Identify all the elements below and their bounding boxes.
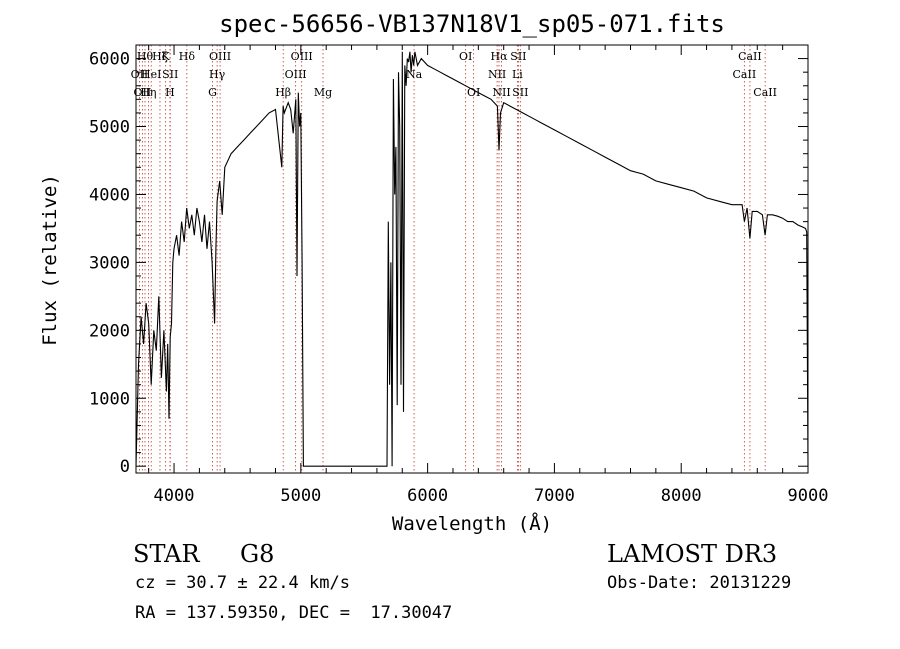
x-tick-label: 9000	[788, 486, 829, 506]
redshift-velocity: cz = 30.7 ± 22.4 km/s	[135, 573, 350, 593]
x-axis-label: Wavelength (Å)	[392, 512, 552, 535]
y-tick-label: 4000	[89, 185, 130, 205]
line-label: NII	[492, 86, 510, 99]
object-subclass: G8	[240, 540, 275, 568]
y-axis-ticks: 0 1000 2000 3000 4000 5000 6000	[89, 50, 808, 477]
y-tick-label: 3000	[89, 253, 130, 273]
x-tick-label: 6000	[407, 486, 448, 506]
line-label: SII	[512, 86, 528, 99]
plot-frame	[135, 44, 809, 474]
survey-name: LAMOST DR3	[607, 540, 778, 568]
y-tick-label: 5000	[89, 118, 130, 138]
line-label: OIII	[209, 50, 231, 63]
line-label: CaII	[738, 50, 762, 63]
line-label: K	[162, 50, 171, 63]
line-label: Hβ	[275, 86, 291, 99]
line-label: NII	[488, 68, 506, 81]
line-label: Li	[512, 68, 523, 81]
y-tick-label: 1000	[89, 389, 130, 409]
line-label: SII	[510, 50, 526, 63]
emission-line-labels: OIIOIIHθHηHeIHζKHSIIHδGHγOIIIHβOIIIOIIIM…	[131, 50, 777, 99]
line-label: OI	[467, 86, 480, 99]
observation-date: Obs-Date: 20131229	[607, 573, 792, 593]
y-tick-label: 0	[120, 457, 130, 477]
line-label: Hθ	[137, 50, 154, 63]
x-tick-label: 8000	[661, 486, 702, 506]
line-label: SII	[162, 68, 178, 81]
x-axis-ticks: 4000 5000 6000 7000 8000 9000	[148, 45, 829, 506]
coordinates: RA = 137.59350, DEC = 17.30047	[135, 603, 453, 623]
line-label: Hζ	[152, 50, 168, 63]
line-label: Hα	[490, 50, 508, 63]
line-label: OIII	[285, 68, 307, 81]
object-class: STAR	[133, 540, 200, 568]
x-tick-label: 7000	[534, 486, 575, 506]
line-label: CaII	[753, 86, 777, 99]
line-label: G	[208, 86, 217, 99]
x-tick-label: 4000	[154, 486, 195, 506]
line-label: Na	[406, 68, 423, 81]
line-label: OII	[133, 86, 151, 99]
line-label: HeI	[141, 68, 161, 81]
line-label: OIII	[291, 50, 313, 63]
y-tick-label: 2000	[89, 321, 130, 341]
line-label: Hη	[140, 86, 156, 99]
line-label: Hδ	[179, 50, 196, 63]
y-axis-label: Flux (relative)	[39, 174, 61, 346]
line-label: Hγ	[209, 68, 226, 81]
y-tick-label: 6000	[89, 50, 130, 70]
line-label: CaII	[733, 68, 757, 81]
line-label: Mg	[314, 86, 332, 99]
line-label: OII	[131, 68, 149, 81]
spectrum-series-line	[135, 51, 809, 467]
emission-line-markers	[139, 45, 766, 473]
x-tick-label: 5000	[280, 486, 321, 506]
line-label: OI	[459, 50, 472, 63]
line-label: H	[165, 86, 175, 99]
chart-title: spec-56656-VB137N18V1_sp05-071.fits	[219, 10, 725, 38]
